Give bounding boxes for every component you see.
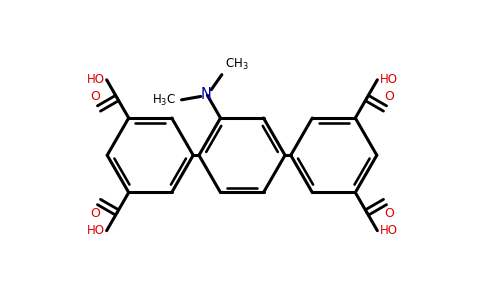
Text: O: O	[90, 90, 100, 103]
Text: HO: HO	[379, 73, 397, 86]
Text: H$_3$C: H$_3$C	[152, 93, 176, 108]
Text: HO: HO	[379, 224, 397, 237]
Text: N: N	[201, 87, 212, 102]
Text: HO: HO	[87, 224, 105, 237]
Text: HO: HO	[87, 73, 105, 86]
Text: O: O	[384, 207, 394, 220]
Text: CH$_3$: CH$_3$	[225, 57, 248, 72]
Text: O: O	[90, 207, 100, 220]
Text: O: O	[384, 90, 394, 103]
